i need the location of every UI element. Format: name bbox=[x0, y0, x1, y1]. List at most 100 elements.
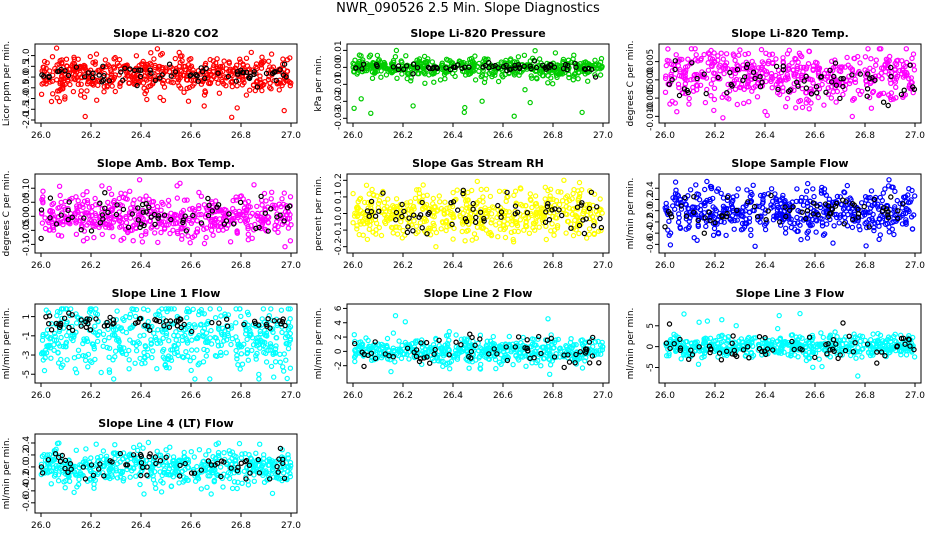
selected-point bbox=[662, 224, 668, 230]
data-point bbox=[736, 52, 742, 58]
data-point bbox=[234, 356, 240, 362]
data-point bbox=[734, 217, 741, 223]
selected-point bbox=[583, 216, 589, 222]
data-point bbox=[76, 203, 83, 209]
data-point bbox=[159, 199, 165, 206]
data-point bbox=[476, 68, 482, 75]
y-tick-label: -1 bbox=[22, 331, 32, 340]
data-point bbox=[773, 214, 779, 221]
data-point bbox=[740, 204, 746, 210]
data-point bbox=[106, 354, 112, 360]
data-point bbox=[911, 67, 918, 73]
selected-point bbox=[596, 360, 602, 366]
selected-point bbox=[864, 93, 870, 99]
data-point bbox=[902, 219, 909, 226]
data-point bbox=[287, 194, 294, 200]
data-point bbox=[868, 105, 875, 111]
data-point bbox=[379, 341, 385, 348]
data-point bbox=[450, 189, 456, 196]
data-point bbox=[126, 347, 132, 354]
data-point bbox=[483, 186, 490, 192]
data-point bbox=[284, 375, 290, 382]
data-point bbox=[166, 338, 172, 344]
selected-point bbox=[66, 310, 72, 316]
selected-point bbox=[83, 319, 89, 325]
y-axis-label: ml/min per min. bbox=[626, 178, 636, 250]
data-point bbox=[57, 192, 63, 199]
data-point bbox=[384, 335, 391, 342]
plot-frame bbox=[346, 43, 610, 124]
data-point bbox=[674, 108, 680, 115]
selected-point bbox=[855, 211, 862, 217]
selected-point bbox=[586, 205, 593, 212]
data-point bbox=[879, 197, 886, 204]
selected-point bbox=[506, 66, 513, 73]
data-point bbox=[782, 230, 789, 236]
data-point bbox=[393, 47, 400, 54]
data-point bbox=[149, 354, 155, 361]
data-point bbox=[173, 337, 179, 343]
selected-point bbox=[546, 216, 553, 223]
data-point bbox=[237, 366, 243, 372]
data-point bbox=[82, 113, 88, 120]
selected-point bbox=[531, 58, 538, 64]
selected-point bbox=[393, 216, 399, 223]
selected-point bbox=[849, 72, 855, 78]
y-tick-label: 0.005 bbox=[646, 49, 656, 75]
data-point bbox=[863, 197, 869, 203]
data-point bbox=[713, 207, 720, 214]
data-point bbox=[862, 54, 869, 60]
data-point bbox=[123, 215, 130, 221]
data-point bbox=[857, 91, 863, 98]
data-point bbox=[271, 374, 277, 380]
y-tick-label: 0.0 bbox=[646, 203, 656, 218]
data-point bbox=[472, 53, 478, 59]
data-point bbox=[417, 60, 423, 66]
data-point bbox=[215, 227, 222, 233]
data-point bbox=[880, 190, 887, 196]
data-point bbox=[373, 227, 379, 233]
selected-point bbox=[106, 78, 113, 84]
selected-point bbox=[361, 363, 367, 370]
y-tick-label: -3 bbox=[22, 351, 32, 360]
selected-point bbox=[514, 209, 521, 215]
x-tick-label: 26.6 bbox=[805, 391, 825, 401]
data-point bbox=[585, 208, 592, 215]
points bbox=[662, 46, 918, 121]
data-point bbox=[855, 53, 861, 60]
data-point bbox=[369, 75, 376, 82]
data-point bbox=[254, 203, 260, 210]
data-point bbox=[126, 357, 132, 363]
data-point bbox=[227, 239, 234, 245]
data-point bbox=[742, 51, 748, 58]
selected-point bbox=[263, 70, 270, 77]
data-point bbox=[112, 54, 118, 61]
data-point bbox=[462, 238, 468, 244]
data-point bbox=[76, 217, 83, 224]
data-point bbox=[691, 234, 697, 241]
selected-point bbox=[406, 215, 412, 221]
selected-point bbox=[418, 340, 424, 346]
selected-point bbox=[120, 77, 126, 83]
selected-point bbox=[230, 221, 237, 227]
data-point bbox=[233, 320, 239, 326]
data-point bbox=[447, 211, 454, 218]
data-point bbox=[778, 222, 784, 228]
selected-point bbox=[104, 319, 110, 326]
data-point bbox=[495, 233, 501, 240]
data-point bbox=[39, 81, 45, 87]
selected-point bbox=[102, 189, 108, 196]
selected-point bbox=[237, 199, 244, 206]
data-point bbox=[783, 103, 789, 110]
data-point bbox=[170, 227, 176, 233]
y-tick-label: 1.0 bbox=[22, 48, 32, 63]
data-point bbox=[195, 311, 202, 318]
data-point bbox=[735, 186, 741, 192]
data-point bbox=[465, 351, 471, 357]
data-point bbox=[815, 94, 822, 101]
selected-point bbox=[201, 75, 208, 82]
data-point bbox=[480, 194, 486, 200]
selected-point bbox=[578, 202, 585, 208]
selected-point bbox=[813, 83, 820, 90]
data-point bbox=[662, 75, 669, 82]
